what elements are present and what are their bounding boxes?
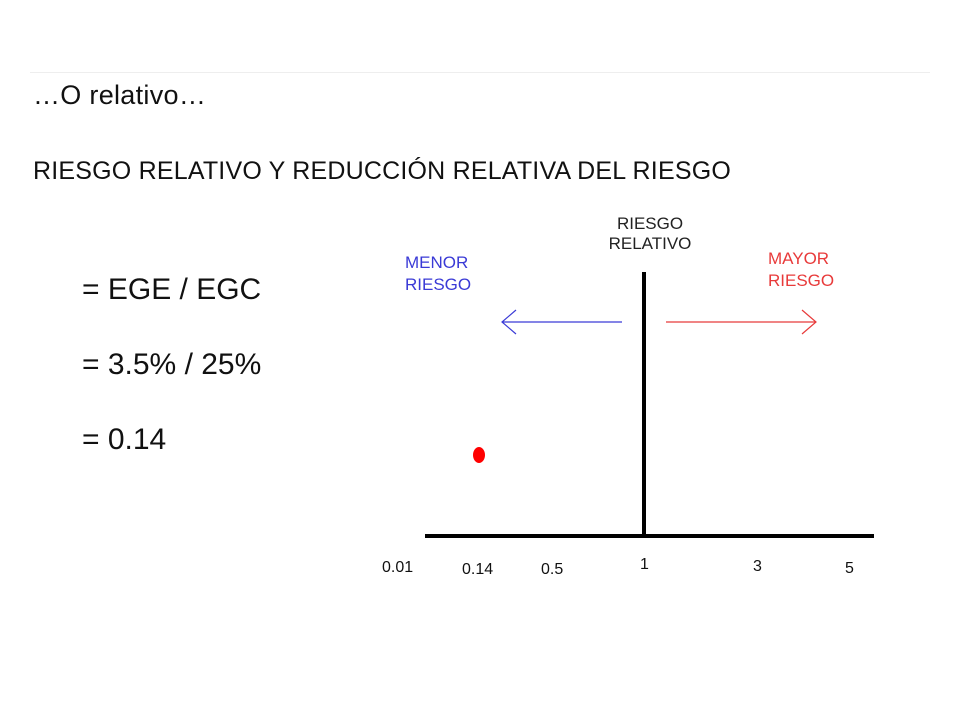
tick-label-5: 5 (845, 560, 854, 577)
higher-risk-label: MAYOR RIESGO (768, 248, 834, 292)
lower-risk-label: MENOR RIESGO (405, 252, 471, 296)
tick-label-1: 1 (640, 556, 649, 573)
slide-title: …O relativo… (33, 80, 207, 110)
lower-risk-arrow (501, 309, 622, 335)
relative-risk-point (473, 447, 485, 463)
tick-label-0-5: 0.5 (541, 561, 564, 578)
relative-risk-label-line-1: RIESGO (616, 214, 684, 233)
higher-risk-arrow (666, 309, 817, 335)
formula-line-3: = 0.14 (82, 423, 167, 456)
slide-subtitle: RIESGO RELATIVO Y REDUCCIÓN RELATIVA DEL… (33, 157, 731, 185)
relative-risk-label: RIESGO RELATIVO (594, 214, 706, 254)
relative-risk-label-line-2: RELATIVO (608, 234, 692, 253)
higher-risk-label-line-1: MAYOR (768, 249, 830, 268)
tick-label-0-01: 0.01 (382, 559, 414, 576)
tick-label-3: 3 (753, 558, 762, 575)
tick-label-0-14: 0.14 (462, 561, 494, 578)
formula-line-2: = 3.5% / 25% (82, 348, 262, 381)
formula-line-1: = EGE / EGC (82, 273, 262, 306)
top-divider (30, 72, 930, 73)
lower-risk-label-line-1: MENOR (405, 253, 469, 272)
lower-risk-label-line-2: RIESGO (405, 275, 472, 294)
higher-risk-label-line-2: RIESGO (768, 271, 835, 290)
